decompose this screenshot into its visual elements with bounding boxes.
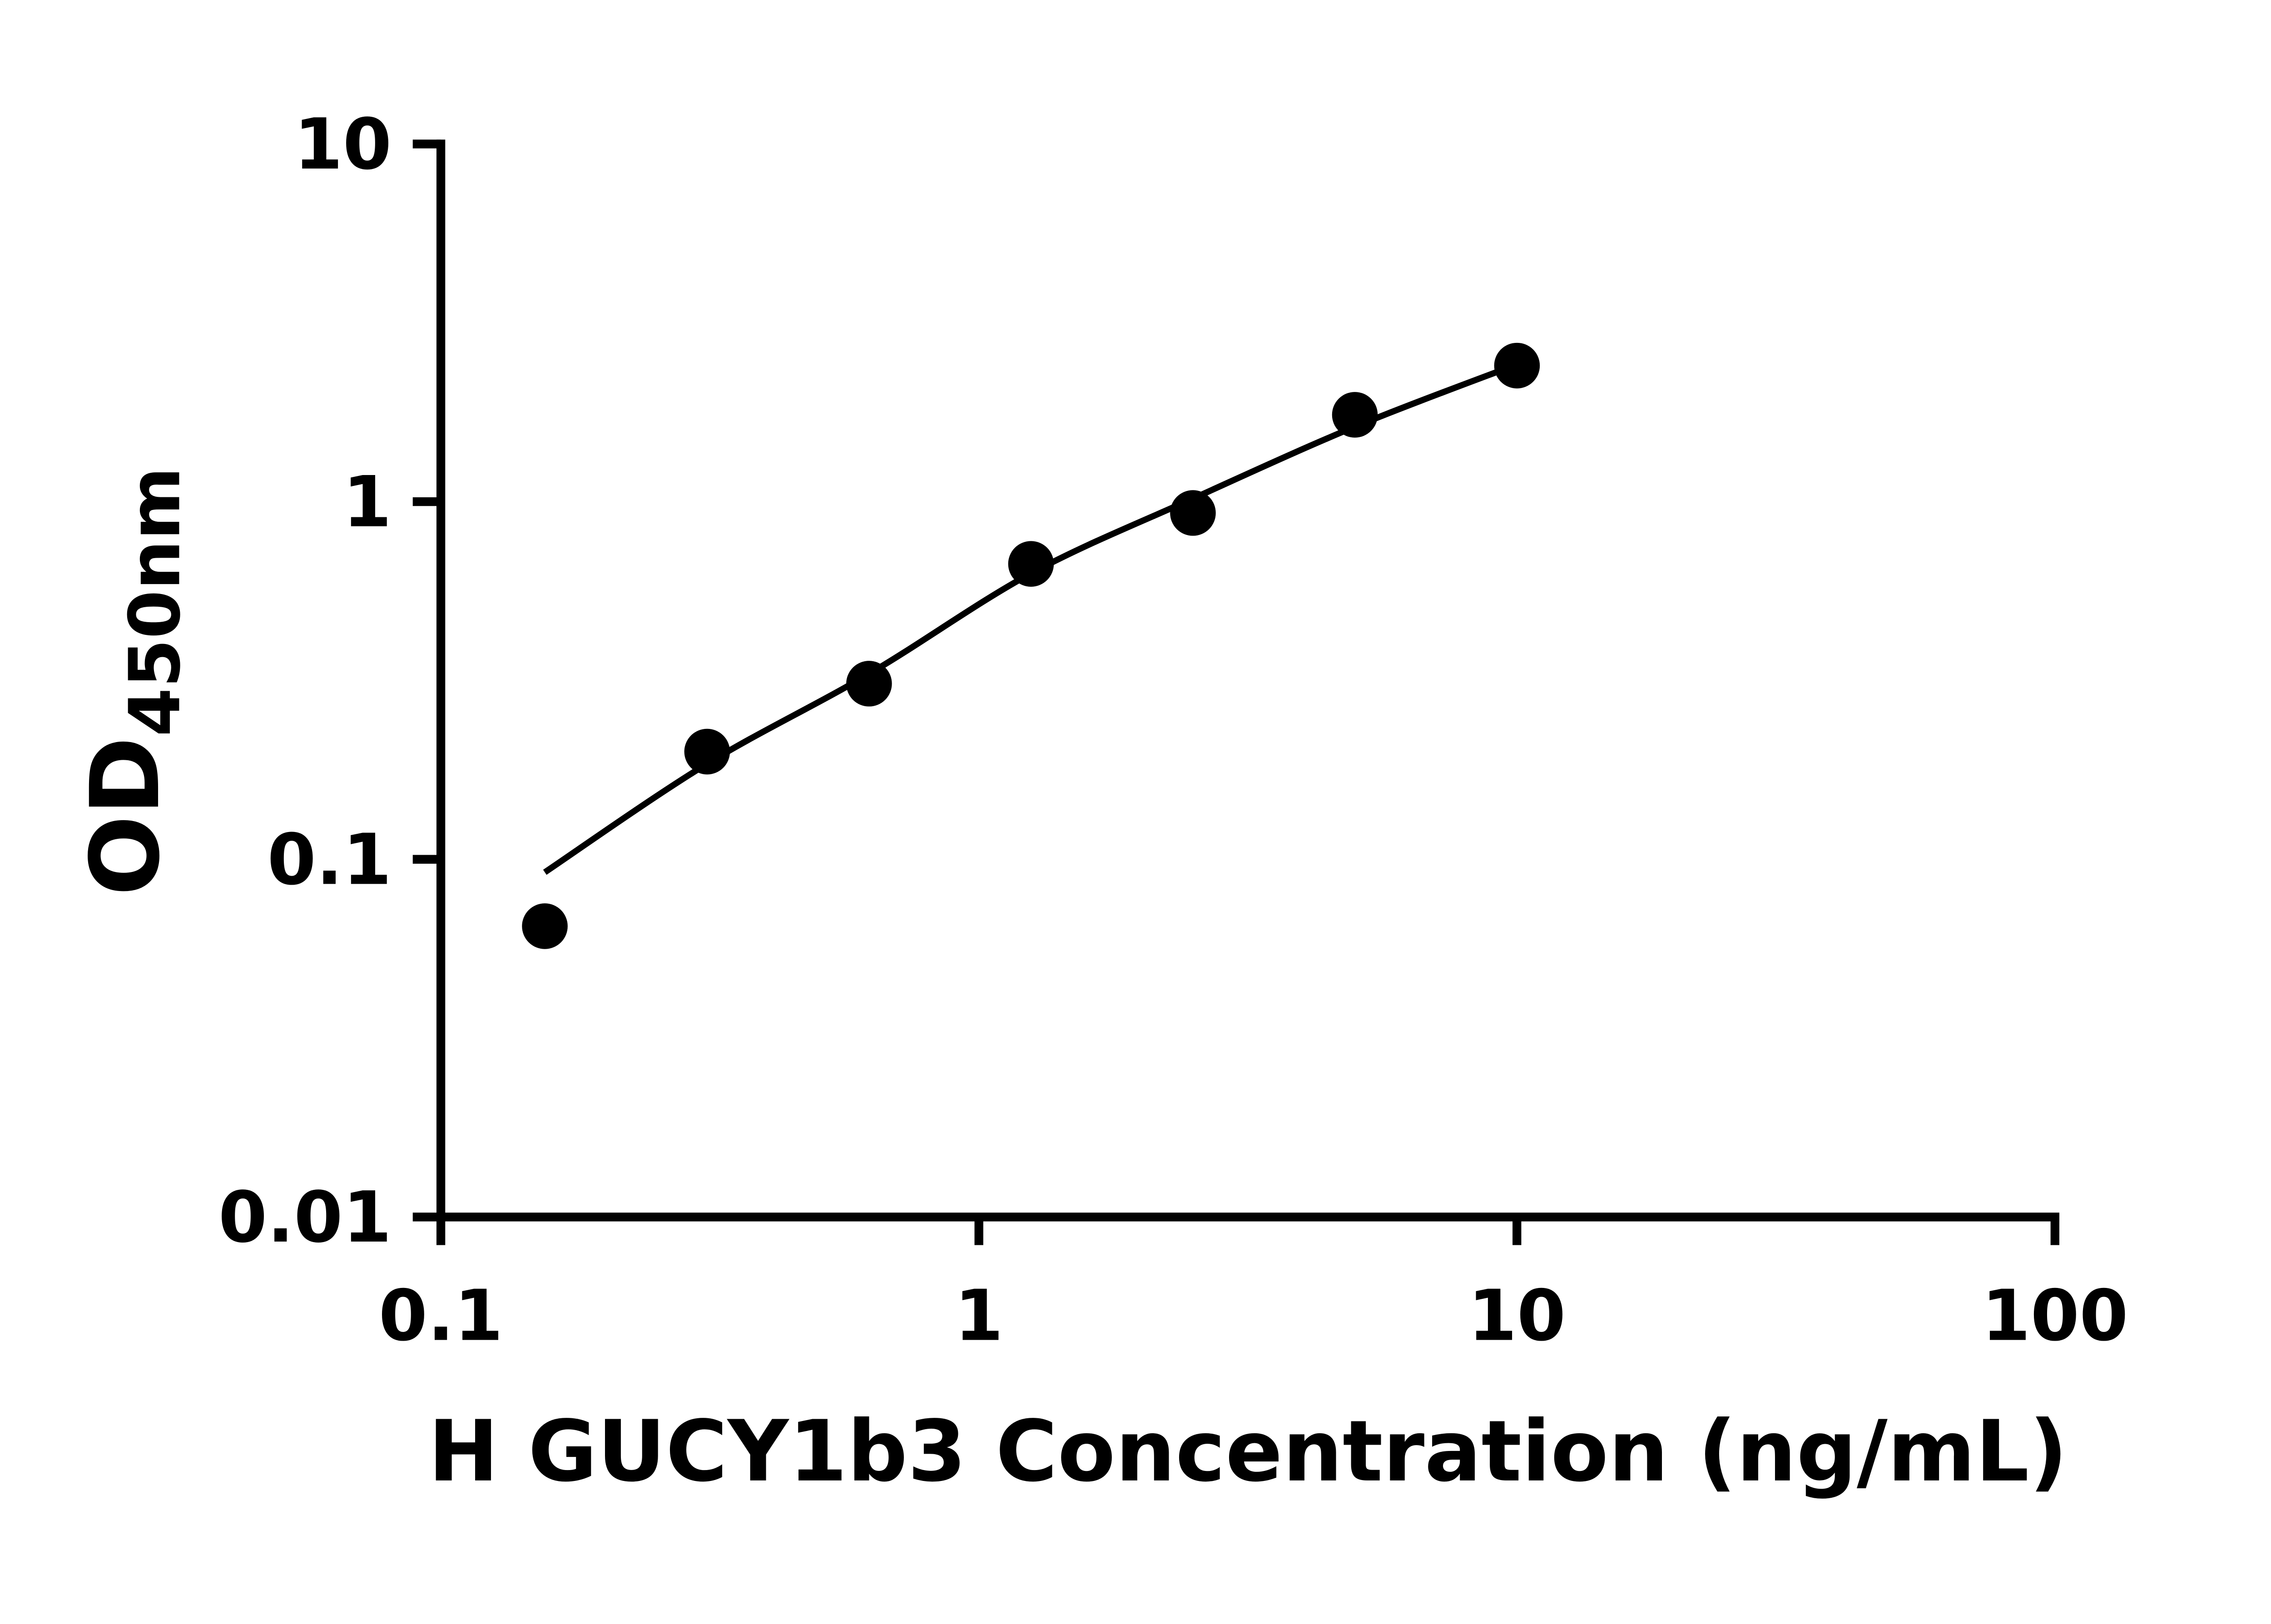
elisa-standard-curve-page: 0.1 1 10 100 0.01 0.1 1 10 H GUCY1b3 Concentrati… xyxy=(0,0,2271,1570)
standard-curve-chart: 0.1 1 10 100 0.01 0.1 1 10 H GUCY1b3 Concentrati… xyxy=(0,0,2271,1570)
chart-background xyxy=(0,0,2271,1570)
data-point xyxy=(1494,342,1540,389)
y-tick-label: 0.1 xyxy=(267,819,392,901)
x-tick-label: 1 xyxy=(954,1275,1003,1357)
data-point xyxy=(684,728,730,775)
x-tick-label: 10 xyxy=(1468,1275,1566,1357)
data-point xyxy=(1170,490,1216,536)
x-axis-title: H GUCY1b3 Concentration (ng/mL) xyxy=(428,1402,2068,1500)
data-point xyxy=(522,903,568,949)
data-point xyxy=(1008,541,1054,587)
data-point xyxy=(846,661,892,707)
data-point xyxy=(1332,392,1378,438)
y-tick-label: 10 xyxy=(294,104,392,185)
x-tick-label: 100 xyxy=(1982,1275,2128,1357)
y-axis-title: OD450nm xyxy=(70,467,196,896)
x-tick-label: 0.1 xyxy=(379,1275,503,1357)
y-tick-label: 1 xyxy=(343,461,392,543)
y-axis-title-main: OD xyxy=(70,737,181,896)
y-axis-title-subscript: 450nm xyxy=(114,467,196,737)
y-tick-label: 0.01 xyxy=(218,1177,392,1258)
